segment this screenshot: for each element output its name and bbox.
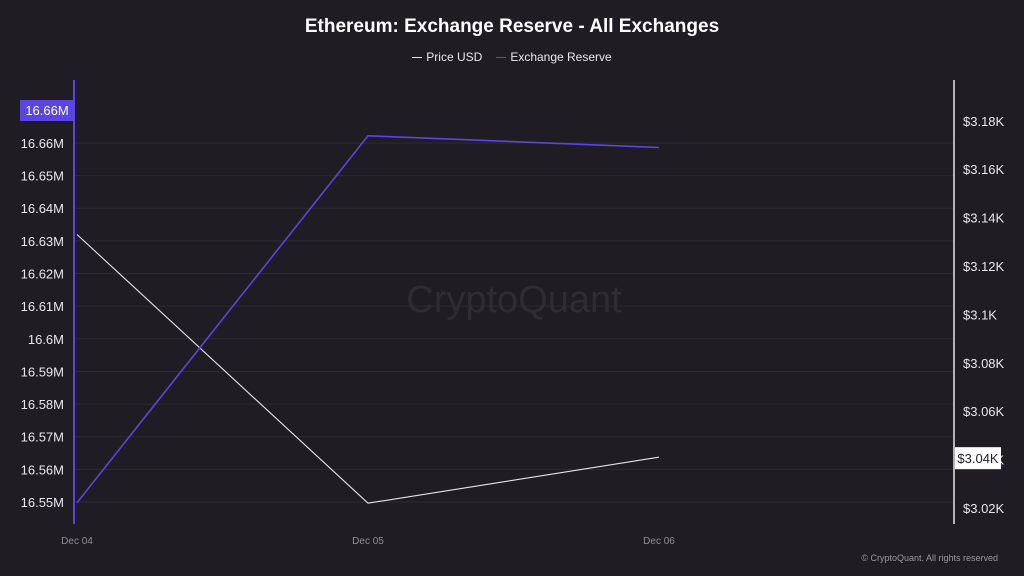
chart-title: Ethereum: Exchange Reserve - All Exchang… [304,16,720,37]
y-left-tick-label: 16.6M [28,332,64,347]
legend-item-price[interactable]: Price USD [412,50,482,64]
x-tick-label: Dec 05 [352,536,384,547]
y-left-tick-label: 16.57M [21,430,64,445]
x-tick-label: Dec 04 [61,536,93,547]
copyright-footer: © CryptoQuant. All rights reserved [861,553,998,563]
y-left-tick-label: 16.65M [21,169,64,184]
y-right-value-badge [955,447,1001,470]
price-usd-line [76,234,660,504]
y-left-value-badge [20,100,74,121]
y-right-value-badge-text: $3.04K [957,451,999,466]
legend-swatch-reserve [496,56,507,58]
y-right-tick-label: $3.08K [963,356,1005,371]
y-left-tick-label: 16.66M [21,136,64,151]
y-left-tick-label: 16.58M [21,397,64,412]
x-tick-label: Dec 06 [643,536,675,547]
y-left-tick-label: 16.61M [21,299,64,314]
y-right-tick-label: $3.02K [963,501,1005,516]
watermark-text: CryptoQuant [406,279,622,321]
y-left-tick-label: 16.63M [21,234,64,249]
y-right-tick-label: $3.06K [963,404,1005,419]
y-right-tick-label: $3.16K [963,162,1005,177]
chart-legend: Price USD Exchange Reserve [0,50,1024,64]
legend-label-price: Price USD [426,50,483,64]
y-right-tick-label: $3.1K [963,307,997,322]
y-left-tick-label: 16.55M [21,495,64,510]
legend-label-reserve: Exchange Reserve [510,50,612,64]
y-left-value-badge-text: 16.66M [25,103,68,118]
y-right-tick-label: $3.14K [963,211,1005,226]
legend-swatch-price [412,56,423,58]
y-left-tick-label: 16.64M [21,201,64,216]
y-right-tick-label: $3.18K [963,114,1005,129]
y-left-tick-label: 16.62M [21,267,64,282]
y-left-tick-label: 16.59M [21,364,64,379]
exchange-reserve-line [76,134,660,504]
legend-item-reserve[interactable]: Exchange Reserve [496,50,612,64]
y-right-tick-label: $3.12K [963,259,1005,274]
y-left-tick-label: 16.56M [21,462,64,477]
